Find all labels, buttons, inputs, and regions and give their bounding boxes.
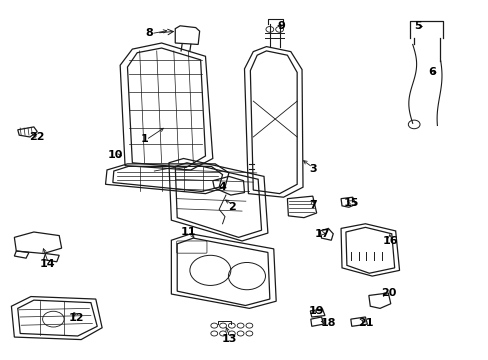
Text: 14: 14 [39, 259, 55, 269]
Text: 20: 20 [380, 288, 395, 298]
Text: 21: 21 [357, 319, 372, 328]
Text: 10: 10 [107, 150, 122, 160]
Text: 17: 17 [314, 229, 329, 239]
Text: 13: 13 [222, 333, 237, 343]
Text: 16: 16 [382, 236, 398, 246]
Text: 9: 9 [277, 21, 285, 31]
Text: 22: 22 [29, 132, 45, 142]
Text: 18: 18 [320, 319, 335, 328]
Text: 2: 2 [228, 202, 236, 212]
Text: 5: 5 [413, 21, 421, 31]
Text: 4: 4 [218, 182, 226, 192]
Text: 12: 12 [68, 313, 84, 323]
Text: 15: 15 [344, 198, 359, 208]
Text: 7: 7 [308, 200, 316, 210]
Text: 8: 8 [145, 28, 153, 38]
Text: 19: 19 [308, 306, 324, 316]
Text: 3: 3 [308, 164, 316, 174]
Text: 11: 11 [180, 227, 196, 237]
Text: 6: 6 [427, 67, 435, 77]
Text: 1: 1 [141, 134, 148, 144]
